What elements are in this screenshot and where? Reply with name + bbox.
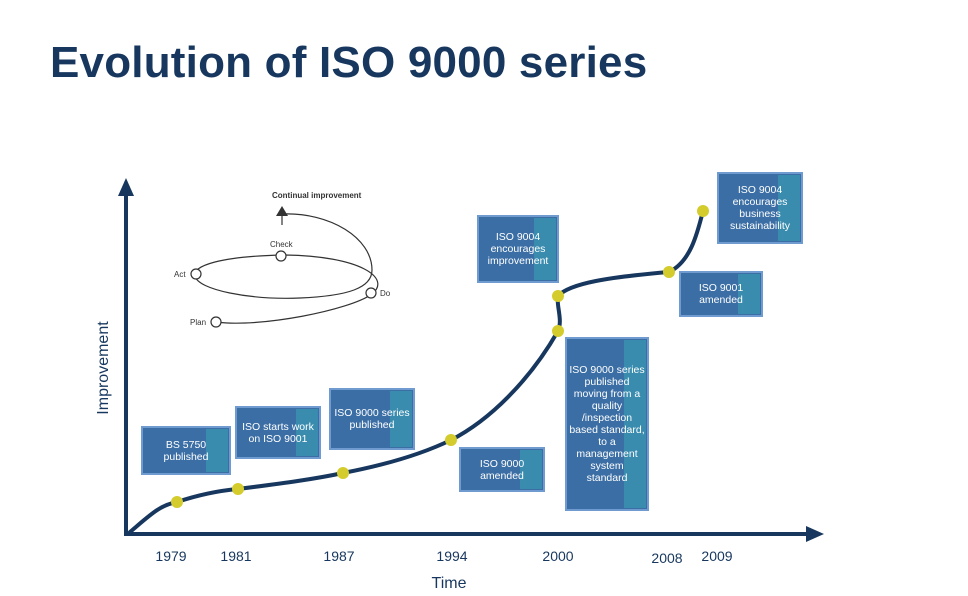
event-iso9000-2000: ISO 9000 series published moving from a … bbox=[569, 364, 645, 484]
event-box-accent bbox=[778, 175, 800, 241]
milestone-point bbox=[552, 290, 564, 302]
year-label-2009: 2009 bbox=[701, 548, 732, 564]
milestone-point bbox=[445, 434, 457, 446]
event-iso9000-published: ISO 9000 series published bbox=[334, 407, 410, 431]
milestone-point bbox=[337, 467, 349, 479]
milestone-point bbox=[697, 205, 709, 217]
event-box-accent bbox=[206, 429, 228, 472]
year-label-1979: 1979 bbox=[155, 548, 186, 564]
event-box-accent bbox=[520, 450, 542, 489]
y-axis-arrow bbox=[118, 178, 134, 196]
y-axis-label: Improvement bbox=[95, 321, 112, 415]
event-iso9000-amended: ISO 9000 amended bbox=[479, 457, 525, 482]
page-title: Evolution of ISO 9000 series bbox=[50, 38, 648, 87]
act-node bbox=[190, 268, 202, 280]
event-box-accent bbox=[624, 340, 646, 508]
act-label: Act bbox=[174, 270, 186, 279]
event-iso9004-improvement: ISO 9004 encourages improvement bbox=[487, 231, 549, 267]
event-boxes: BS 5750 published ISO starts work on ISO… bbox=[141, 172, 803, 511]
event-iso-starts: ISO starts work on ISO 9001 bbox=[242, 420, 314, 445]
check-node bbox=[275, 250, 287, 262]
plan-node bbox=[210, 316, 222, 328]
event-iso9001-amended: ISO 9001 amended bbox=[698, 282, 744, 306]
pdca-cycle: Continual improvement Act Check Do Plan bbox=[174, 191, 391, 328]
plan-label: Plan bbox=[190, 318, 206, 327]
year-label-1994: 1994 bbox=[436, 548, 467, 564]
x-axis-arrow bbox=[806, 526, 824, 542]
year-label-1981: 1981 bbox=[220, 548, 251, 564]
do-node bbox=[365, 287, 377, 299]
continual-improvement-label: Continual improvement bbox=[272, 191, 362, 200]
year-label-1987: 1987 bbox=[323, 548, 354, 564]
event-iso9004-sustainability: ISO 9004 encourages business sustainabil… bbox=[729, 184, 791, 232]
event-box-accent bbox=[390, 391, 412, 447]
event-box-accent bbox=[738, 274, 760, 314]
event-bs5750: BS 5750 published bbox=[163, 438, 209, 463]
event-box-accent bbox=[296, 409, 318, 456]
x-axis-label: Time bbox=[432, 575, 467, 592]
milestone-point bbox=[552, 325, 564, 337]
milestone-point bbox=[171, 496, 183, 508]
milestone-point bbox=[232, 483, 244, 495]
do-label: Do bbox=[380, 289, 391, 298]
year-label-2008: 2008 bbox=[651, 550, 682, 566]
check-label: Check bbox=[270, 240, 294, 249]
arrow-up-icon bbox=[276, 206, 288, 216]
cycle-spiral bbox=[194, 213, 379, 324]
milestone-point bbox=[663, 266, 675, 278]
event-box-accent bbox=[534, 218, 556, 280]
year-label-2000: 2000 bbox=[542, 548, 573, 564]
